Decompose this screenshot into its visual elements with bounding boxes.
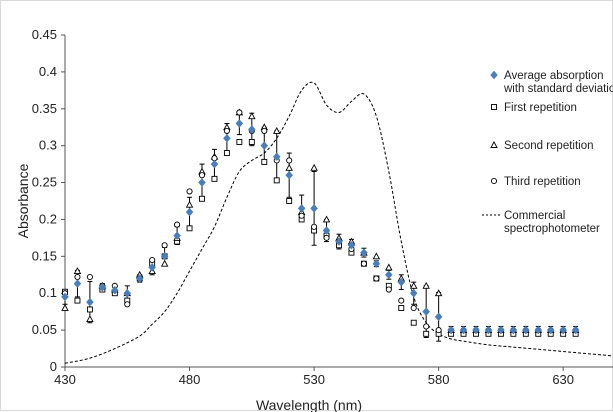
y-tick-label: 0.35	[32, 101, 57, 116]
square-point	[424, 331, 429, 336]
square-point	[274, 178, 279, 183]
square-point	[212, 176, 217, 181]
diamond-point	[385, 271, 392, 279]
y-tick-label: 0.45	[32, 27, 57, 42]
diamond-point	[298, 204, 305, 212]
diamond-point	[211, 160, 218, 168]
triangle-point	[162, 261, 168, 267]
circle-point	[174, 222, 179, 227]
x-tick-label: 530	[303, 372, 325, 387]
triangle-point	[286, 165, 292, 171]
circle-point	[237, 110, 242, 115]
square-point	[75, 298, 80, 303]
circle-point	[125, 302, 130, 307]
x-tick-label: 580	[428, 372, 450, 387]
legend-label: Second repetition	[504, 140, 594, 152]
diamond-point	[423, 308, 430, 316]
diamond-point	[410, 289, 417, 297]
x-tick-label: 480	[179, 372, 201, 387]
y-tick-label: 0.1	[39, 285, 57, 300]
diamond-point	[199, 179, 206, 187]
legend-triangle-symbol	[491, 142, 497, 148]
square-point	[287, 199, 292, 204]
circle-point	[374, 276, 379, 281]
circle-point	[187, 189, 192, 194]
triangle-point	[62, 305, 68, 311]
legend-label: First repetition	[504, 102, 577, 114]
legend-label: Commercial spectrophotometer	[504, 210, 600, 235]
y-tick-label: 0.2	[39, 211, 57, 226]
x-tick-label: 430	[54, 372, 76, 387]
square-point	[237, 139, 242, 144]
legend-square-symbol	[492, 105, 497, 110]
square-point	[87, 307, 92, 312]
legend-label: Average absorption with standard deviatio…	[503, 70, 613, 95]
diamond-point	[435, 313, 442, 321]
triangle-point	[311, 165, 317, 171]
y-tick-label: 0.25	[32, 175, 57, 190]
circle-point	[224, 128, 229, 133]
square-point	[411, 320, 416, 325]
square-point	[224, 151, 229, 156]
square-point	[200, 196, 205, 201]
circle-point	[386, 287, 391, 292]
legend-diamond-symbol	[491, 71, 498, 79]
circle-point	[287, 158, 292, 163]
circle-point	[87, 274, 92, 279]
circle-point	[436, 328, 441, 333]
circle-point	[411, 305, 416, 310]
square-point	[249, 139, 254, 144]
triangle-point	[249, 113, 255, 119]
circle-point	[399, 298, 404, 303]
circle-point	[299, 213, 304, 218]
triangle-point	[373, 253, 379, 259]
triangle-point	[187, 202, 193, 208]
square-point	[399, 305, 404, 310]
diamond-point	[74, 280, 81, 288]
triangle-point	[386, 264, 392, 270]
circle-point	[311, 224, 316, 229]
legend-label: Third repetition	[504, 176, 581, 188]
diamond-point	[261, 142, 268, 150]
y-tick-label: 0.3	[39, 138, 57, 153]
y-tick-label: 0.15	[32, 248, 57, 263]
triangle-point	[87, 316, 93, 322]
y-tick-label: 0.4	[39, 64, 57, 79]
square-point	[187, 226, 192, 231]
circle-point	[162, 243, 167, 248]
diamond-point	[286, 171, 293, 179]
circle-point	[262, 128, 267, 133]
legend-circle-symbol	[491, 178, 496, 183]
x-tick-label: 630	[552, 372, 574, 387]
diamond-point	[236, 120, 243, 128]
diamond-point	[186, 208, 193, 216]
y-axis-title: Absorbance	[15, 163, 31, 238]
diamond-point	[223, 134, 230, 142]
x-axis-title: Wavelength (nm)	[256, 397, 362, 412]
triangle-point	[411, 283, 417, 289]
circle-point	[150, 257, 155, 262]
y-tick-label: 0.05	[32, 322, 57, 337]
diamond-point	[311, 204, 318, 212]
circle-point	[361, 261, 366, 266]
circle-point	[199, 173, 204, 178]
square-point	[262, 159, 267, 164]
circle-point	[324, 235, 329, 240]
circle-point	[424, 324, 429, 329]
diamond-point	[86, 298, 93, 306]
circle-point	[75, 274, 80, 279]
